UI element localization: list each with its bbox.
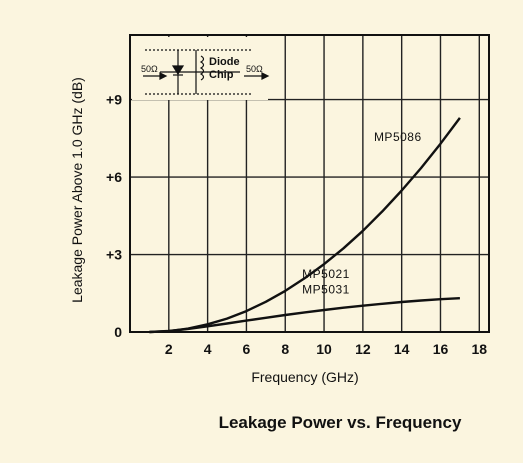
x-tick-label: 12 xyxy=(355,341,371,357)
series-lines xyxy=(149,117,461,334)
y-axis-title: Leakage Power Above 1.0 GHz (dB) xyxy=(69,77,85,303)
inset-right-impedance: 50Ω xyxy=(246,64,263,74)
series-label: MP5021 xyxy=(302,267,350,281)
inset-background xyxy=(132,37,268,100)
y-tick-labels: 0 +3 +6 +9 xyxy=(106,92,122,340)
x-tick-label: 2 xyxy=(165,341,173,357)
x-tick-label: 4 xyxy=(204,341,212,357)
y-tick-label: +9 xyxy=(106,92,122,108)
schematic-circuit-icon xyxy=(143,49,270,95)
inset-label-chip: Chip xyxy=(209,69,234,81)
x-tick-label: 10 xyxy=(316,341,332,357)
series-line xyxy=(149,117,461,334)
x-tick-label: 18 xyxy=(472,341,488,357)
plot-frame xyxy=(129,34,490,333)
y-tick-label: +6 xyxy=(106,169,122,185)
x-axis-title: Frequency (GHz) xyxy=(251,369,358,385)
inset-left-impedance: 50Ω xyxy=(141,64,158,74)
series-label: MP5031 xyxy=(302,282,350,296)
x-tick-labels: 2 4 6 8 10 12 14 16 18 xyxy=(165,341,487,357)
inset-schematic: 50Ω 50Ω Diode Chip xyxy=(132,37,270,100)
series-label: MP5086 xyxy=(374,130,422,144)
x-tick-label: 16 xyxy=(433,341,449,357)
x-tick-label: 6 xyxy=(243,341,251,357)
x-tick-label: 8 xyxy=(281,341,289,357)
chart-caption: Leakage Power vs. Frequency xyxy=(218,413,462,432)
inset-label-diode: Diode xyxy=(209,56,240,68)
series-line xyxy=(149,297,460,334)
x-tick-label: 14 xyxy=(394,341,410,357)
y-tick-label: 0 xyxy=(114,324,122,340)
y-tick-label: +3 xyxy=(106,247,122,263)
